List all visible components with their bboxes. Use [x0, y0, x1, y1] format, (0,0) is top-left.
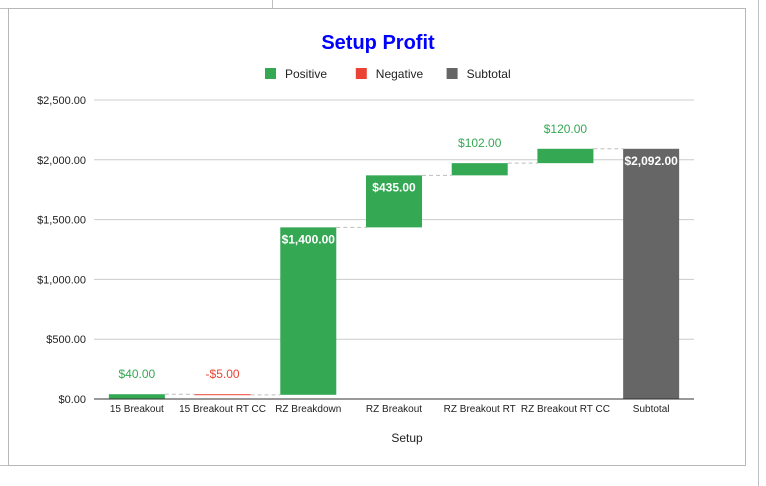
y-tick-label: $500.00 — [46, 334, 86, 346]
data-label: $120.00 — [544, 122, 588, 136]
bar-15-breakout-rt-cc[interactable] — [194, 394, 251, 396]
legend-swatch-negative — [355, 68, 367, 79]
bar-rz-breakdown[interactable] — [280, 227, 337, 395]
legend-label-positive: Positive — [285, 67, 327, 81]
data-label: -$5.00 — [206, 367, 240, 381]
data-label: $102.00 — [458, 136, 502, 150]
y-tick-label: $1,500.00 — [37, 215, 86, 227]
bar-15-breakout[interactable] — [108, 394, 165, 399]
waterfall-chart: Setup Profit Positive Negative Subtotal $0… — [37, 32, 694, 445]
bar-rz-breakout[interactable] — [366, 175, 422, 228]
frame-line-right — [758, 0, 759, 486]
y-tick-label: $1,000.00 — [37, 274, 86, 286]
legend-label-subtotal: Subtotal — [467, 67, 511, 81]
legend-label-negative: Negative — [376, 67, 424, 81]
frame-line-top-left — [0, 8, 8, 9]
x-tick-label: RZ Breakout RT — [444, 404, 516, 415]
bar-subtotal[interactable] — [623, 148, 680, 399]
data-label: $435.00 — [372, 180, 416, 194]
y-tick-label: $0.00 — [58, 394, 86, 406]
bar-rz-breakout-rt-cc[interactable] — [537, 148, 594, 164]
bar-rz-breakout-rt[interactable] — [451, 163, 508, 176]
x-axis-title: Setup — [391, 431, 423, 445]
x-tick-label: RZ Breakdown — [275, 404, 341, 415]
data-label: $1,400.00 — [282, 232, 336, 246]
x-axis-ticks: 15 Breakout 15 Breakout RT CC RZ Breakdown… — [110, 404, 670, 415]
y-axis-ticks: $0.00 $500.00 $1,000.00 $1,500.00 $2,000.00 $… — [37, 95, 86, 406]
frame-line-bottom-left — [0, 465, 8, 466]
connector-lines — [164, 148, 624, 396]
data-label: $2,092.00 — [624, 154, 678, 168]
y-tick-label: $2,500.00 — [37, 95, 86, 107]
legend-swatch-positive — [265, 68, 276, 79]
x-tick-label: Subtotal — [633, 404, 670, 415]
y-tick-label: $2,000.00 — [37, 155, 86, 167]
x-tick-label: RZ Breakout RT CC — [521, 404, 610, 415]
bars — [108, 148, 680, 399]
x-tick-label: RZ Breakout — [366, 404, 422, 415]
chart-title: Setup Profit — [321, 32, 435, 54]
data-labels: $40.00 -$5.00 $1,400.00 $435.00 $102.00 $120.… — [119, 122, 679, 381]
legend[interactable]: Positive Negative Subtotal — [265, 67, 511, 81]
legend-swatch-subtotal — [446, 68, 458, 79]
x-tick-label: 15 Breakout RT CC — [179, 404, 266, 415]
frame-line-top — [272, 0, 273, 8]
data-label: $40.00 — [119, 367, 156, 381]
chart-area[interactable]: Setup Profit Positive Negative Subtotal $0… — [8, 8, 746, 466]
x-tick-label: 15 Breakout — [110, 404, 164, 415]
